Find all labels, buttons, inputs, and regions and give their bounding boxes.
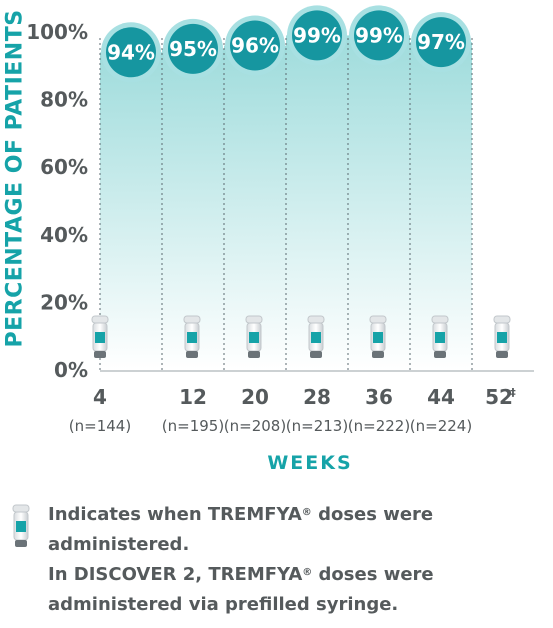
x-tick-label-36: 36 — [365, 385, 393, 409]
x-tick-label-20: 20 — [241, 385, 269, 409]
y-tick-label: 60% — [40, 155, 88, 179]
x-tick-label-52: 52 — [485, 385, 513, 409]
y-tick-label: 100% — [26, 20, 88, 44]
legend-line-3-a: In DISCOVER 2, TREMFYA — [48, 564, 303, 585]
reg-mark-1: ® — [301, 507, 312, 518]
value-bubble-28 — [292, 10, 342, 61]
bar-week-36 — [348, 35, 410, 370]
x-axis-label: WEEKS — [267, 452, 353, 474]
legend-line-2: administered. — [48, 534, 190, 555]
x-tick-label-12: 12 — [179, 385, 207, 409]
sample-size-label: (n=195) — [162, 417, 224, 435]
value-label-44: 97% — [417, 30, 465, 54]
x-tick-label-44: 44 — [427, 385, 455, 409]
syringe-marker — [183, 315, 201, 358]
sample-size-label: (n=213) — [286, 417, 348, 435]
reg-mark-2: ® — [302, 567, 313, 578]
y-tick-label: 20% — [40, 290, 88, 314]
sample-size-label: (n=144) — [69, 417, 131, 435]
value-label-12: 95% — [169, 37, 217, 61]
legend-line-3-b: doses were — [312, 564, 434, 585]
value-label-28: 99% — [293, 23, 341, 47]
legend-line-4: administered via prefilled syringe. — [48, 594, 399, 615]
value-label-20: 96% — [231, 34, 279, 58]
y-tick-label: 80% — [40, 88, 88, 112]
value-label-4: 94% — [107, 40, 155, 64]
chart: 94% 95% 96% 99% 99% 97% 0% 20% 40% 60% 80% 100% 4 12… — [26, 5, 534, 435]
x-tick-label-4: 4 — [93, 385, 107, 409]
syringe-marker — [307, 315, 325, 358]
value-bubble-20 — [230, 20, 280, 71]
value-bubble-44 — [416, 17, 466, 68]
bar-week-28 — [286, 35, 348, 370]
legend-line-1-a: Indicates when TREMFYA — [48, 504, 302, 525]
value-bubble-36 — [354, 10, 404, 61]
sample-size-label: (n=224) — [410, 417, 472, 435]
x-tick-label-28: 28 — [303, 385, 331, 409]
legend-text: Indicates when TREMFYA® doses were admin… — [48, 500, 530, 620]
sample-size-label: (n=208) — [224, 417, 286, 435]
syringe-marker — [245, 315, 263, 358]
y-tick-label: 40% — [40, 223, 88, 247]
syringe-icon — [12, 504, 30, 547]
value-label-36: 99% — [355, 23, 403, 47]
value-bubble-4 — [106, 27, 156, 78]
y-tick-label: 0% — [54, 358, 88, 382]
bar-week-44 — [410, 42, 472, 370]
sample-size-label: (n=222) — [348, 417, 410, 435]
y-axis-label: PERCENTAGE OF PATIENTS — [2, 9, 28, 348]
value-bubble-12 — [168, 23, 218, 74]
legend: Indicates when TREMFYA® doses were admin… — [10, 500, 530, 620]
syringe-marker — [493, 315, 511, 358]
syringe-marker — [369, 315, 387, 358]
syringe-marker — [431, 315, 449, 358]
bar-week-4 — [100, 52, 162, 370]
syringe-marker — [91, 315, 109, 358]
legend-line-1-b: doses were — [311, 504, 434, 525]
footnote-mark: ‡ — [510, 386, 516, 399]
